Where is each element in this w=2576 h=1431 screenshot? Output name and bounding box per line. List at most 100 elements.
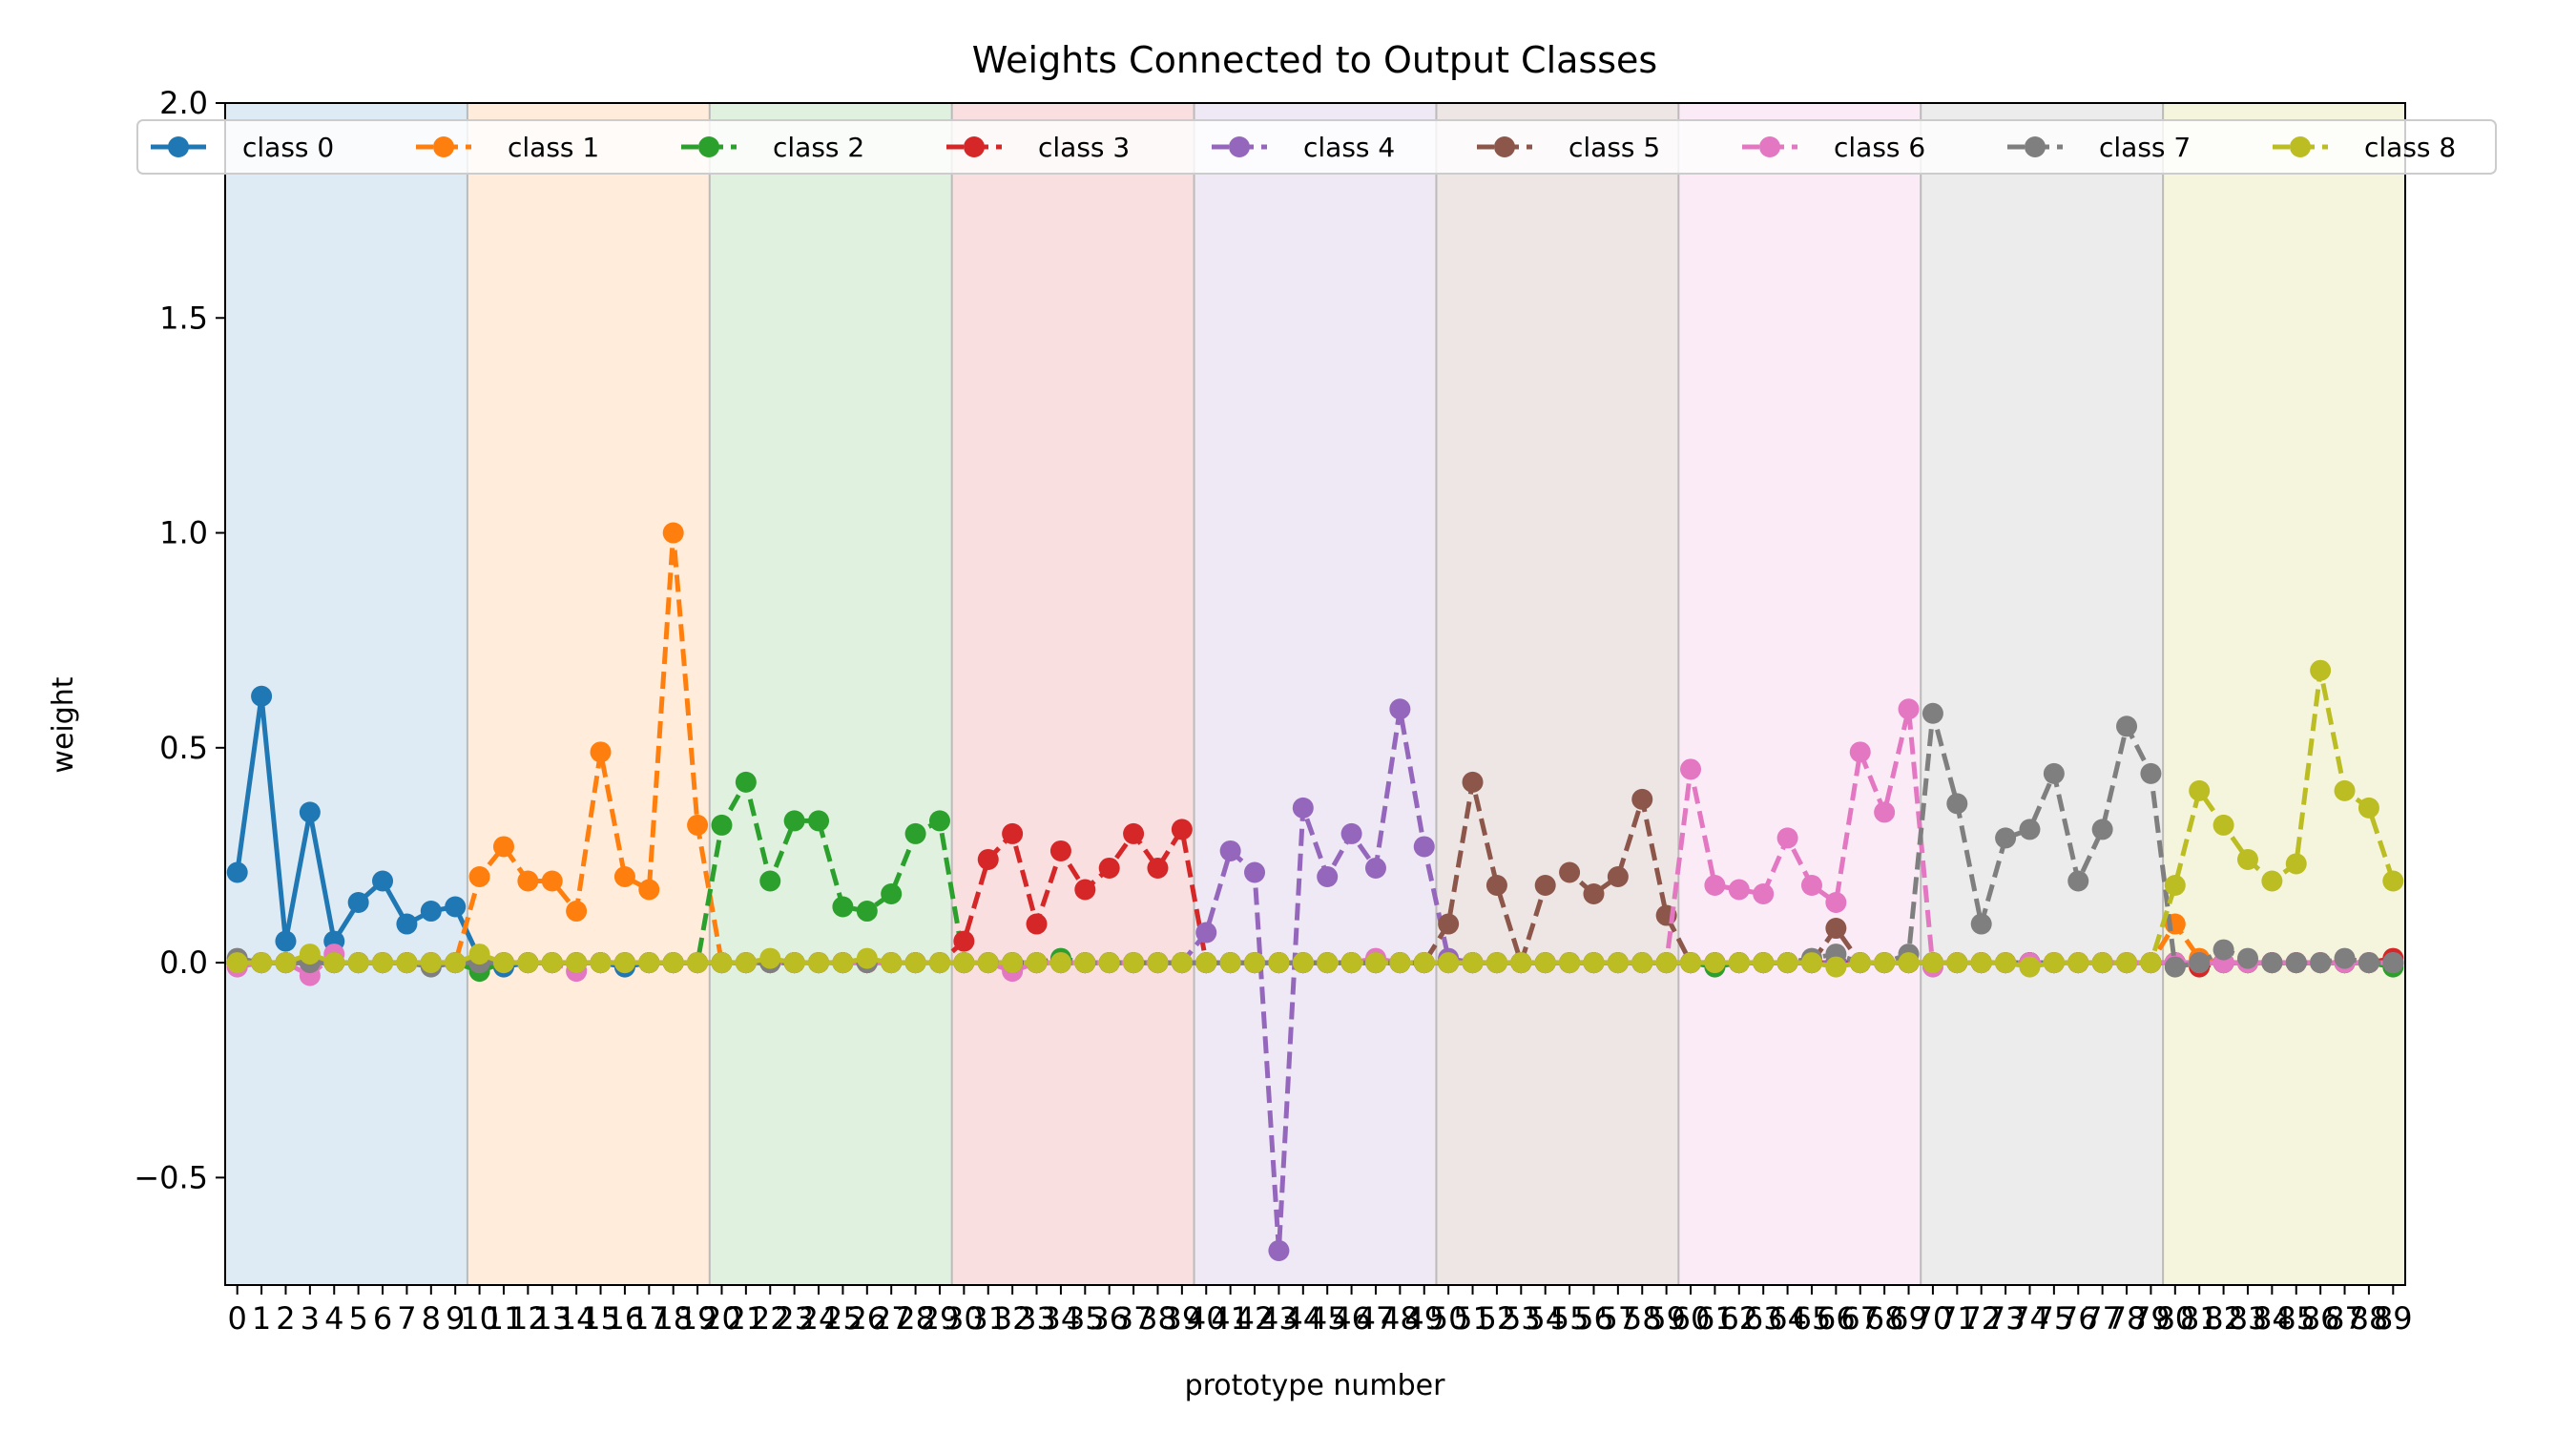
data-point [1438,913,1460,935]
data-point [2164,874,2186,896]
data-point [1753,883,1775,905]
x-tick-label: 7 [397,1300,416,1337]
x-tick-label: 40 [1187,1300,1226,1337]
data-point [856,901,878,923]
class-band-7 [1921,103,2164,1285]
x-tick-label: 45 [1308,1300,1347,1337]
x-tick-label: 65 [1793,1300,1832,1337]
data-point [2019,819,2041,840]
y-tick-label: 1.0 [159,515,208,551]
data-point [2334,947,2356,969]
axes: −0.50.00.51.01.52.00 1 2 3 4 5 6 7 8 910111213141… [134,85,2412,1337]
data-point [2310,952,2332,974]
x-tick-label: 55 [1550,1300,1589,1337]
legend-entry: class 8 [2273,132,2456,163]
x-tick-label: 58 [1623,1300,1662,1337]
x-tick-label: 80 [2155,1300,2194,1337]
x-tick-label: 39 [1163,1300,1202,1337]
x-tick-label: 56 [1574,1300,1613,1337]
x-tick-label: 89 [2374,1300,2413,1337]
x-tick-label: 61 [1695,1300,1735,1337]
legend-entry: class 5 [1477,132,1660,163]
data-point [953,930,975,952]
x-tick-label: 42 [1236,1300,1275,1337]
data-point [1292,952,1314,974]
x-tick-label: 14 [557,1300,596,1337]
data-point [881,883,903,905]
legend-label: class 7 [2099,132,2191,163]
data-point [2382,952,2404,974]
x-tick-label: 34 [1042,1300,1081,1337]
x-tick-label: 57 [1599,1300,1638,1337]
data-point [928,952,950,974]
x-tick-label: 20 [702,1300,741,1337]
data-point [1655,952,1677,974]
data-point [1002,822,1024,844]
legend-entry: class 3 [946,132,1130,163]
data-point [1074,879,1096,901]
x-tick-label: 67 [1840,1300,1880,1337]
data-point [1534,874,1556,896]
legend-marker [964,136,985,157]
data-point [2140,762,2162,784]
data-point [1534,952,1556,974]
data-point [1704,874,1726,896]
data-point [881,952,903,974]
data-point [1123,822,1145,844]
data-point [1800,874,1822,896]
x-tick-label: 3 [301,1300,320,1337]
data-point [1874,952,1896,974]
data-point [1195,922,1217,944]
x-tick-label: 36 [1090,1300,1129,1337]
data-point [904,952,926,974]
x-tick-label: 13 [532,1300,571,1337]
data-point [2358,952,2379,974]
data-point [735,771,757,793]
x-tick-label: 84 [2253,1300,2292,1337]
x-tick-label: 11 [485,1300,524,1337]
data-point [1317,952,1339,974]
data-point [1898,698,1920,720]
x-tick-label: 33 [1017,1300,1056,1337]
x-tick-label: 51 [1453,1300,1492,1337]
legend-marker [433,136,454,157]
data-point [1485,952,1507,974]
data-point [468,944,490,965]
x-tick-label: 43 [1259,1300,1298,1337]
data-point [275,952,297,974]
data-point [1171,819,1193,840]
data-point [1970,913,1992,935]
data-point [1219,952,1241,974]
data-point [783,810,805,832]
x-tick-label: 64 [1768,1300,1807,1337]
data-point [1438,952,1460,974]
x-tick-label: 71 [1938,1300,1977,1337]
data-point [1389,698,1411,720]
data-point [323,952,345,974]
data-point [2140,952,2162,974]
data-point [2236,848,2258,870]
data-point [590,952,612,974]
data-point [1631,788,1653,810]
x-tick-label: 8 [422,1300,441,1337]
data-point [1559,861,1581,883]
x-tick-label: 59 [1647,1300,1686,1337]
x-tick-label: 87 [2325,1300,2364,1337]
data-point [1268,1239,1290,1261]
data-point [420,952,442,974]
y-axis-label: weight [47,676,80,773]
data-point [445,896,467,918]
data-point [783,952,805,974]
x-tick-label: 38 [1138,1300,1177,1337]
data-point [372,870,394,892]
legend-entry: class 4 [1212,132,1395,163]
y-tick-label: 0.5 [159,730,208,766]
data-point [492,952,514,974]
x-tick-label: 73 [1986,1300,2025,1337]
x-tick-label: 30 [945,1300,984,1337]
x-tick-label: 1 [252,1300,271,1337]
legend-label: class 8 [2364,132,2456,163]
data-point [1825,892,1847,914]
data-point [1340,952,1362,974]
x-tick-label: 44 [1283,1300,1322,1337]
